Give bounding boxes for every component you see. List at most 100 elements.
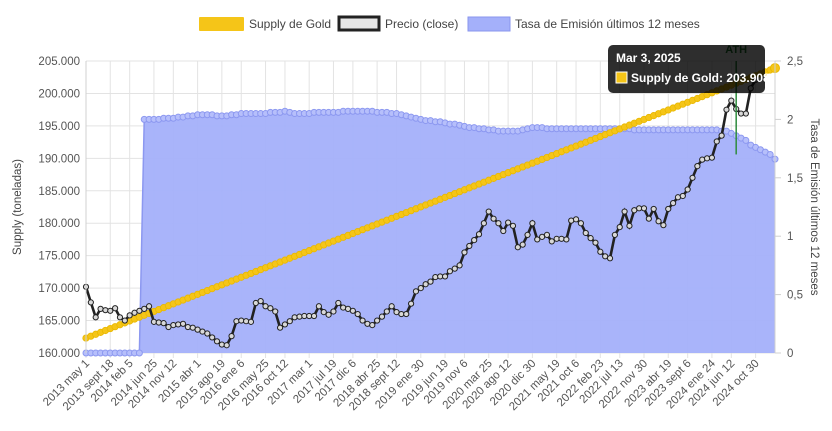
price-point bbox=[534, 236, 541, 243]
price-point bbox=[684, 186, 691, 193]
legend-label-emission-rate: Tasa de Emisión últimos 12 meses bbox=[515, 17, 700, 31]
price-point bbox=[335, 299, 342, 307]
price-point bbox=[243, 318, 250, 325]
price-point bbox=[427, 278, 434, 285]
price-point bbox=[170, 321, 177, 329]
price-point bbox=[475, 231, 483, 238]
price-point bbox=[548, 238, 555, 245]
legend-item-supply[interactable]: Supply de Gold bbox=[199, 17, 331, 31]
price-point bbox=[708, 154, 716, 161]
price-point bbox=[281, 321, 289, 328]
price-point bbox=[723, 106, 730, 113]
price-point bbox=[451, 265, 458, 272]
price-point bbox=[155, 319, 162, 326]
price-point bbox=[112, 305, 119, 312]
legend-swatch-emission-rate bbox=[467, 16, 511, 32]
price-point bbox=[92, 314, 99, 321]
price-point bbox=[582, 229, 589, 237]
price-point bbox=[378, 313, 386, 320]
price-point bbox=[247, 318, 255, 325]
y-right-tick-label: 2,5 bbox=[787, 56, 803, 68]
price-point bbox=[223, 342, 230, 349]
tooltip-box bbox=[608, 45, 765, 93]
price-point bbox=[179, 320, 187, 327]
price-point bbox=[611, 231, 618, 239]
price-point bbox=[597, 248, 604, 255]
price-point bbox=[107, 307, 114, 314]
price-point bbox=[713, 138, 720, 145]
price-point bbox=[228, 333, 235, 340]
price-point bbox=[296, 313, 303, 320]
legend-item-emission-rate[interactable]: Tasa de Emisión últimos 12 meses bbox=[467, 16, 700, 32]
price-point bbox=[213, 338, 221, 345]
y-right-tick-label: 0,5 bbox=[787, 290, 803, 302]
y-left-tick-label: 190.000 bbox=[38, 153, 80, 165]
price-point bbox=[116, 314, 124, 321]
price-point bbox=[616, 224, 623, 231]
y-right-tick-label: 0 bbox=[787, 348, 793, 360]
price-point bbox=[383, 308, 390, 315]
legend: Supply de Gold Precio (close) Tasa de Em… bbox=[199, 15, 700, 32]
price-point bbox=[490, 215, 497, 222]
price-point bbox=[441, 273, 449, 280]
y-left-tick-label: 205.000 bbox=[38, 56, 80, 68]
price-point bbox=[276, 324, 284, 331]
price-point bbox=[126, 312, 133, 319]
price-point bbox=[694, 163, 701, 170]
emission-point bbox=[742, 136, 750, 144]
emission-point bbox=[135, 349, 143, 357]
y-left-tick-label: 165.000 bbox=[38, 316, 80, 328]
price-point bbox=[471, 236, 478, 244]
price-point bbox=[369, 321, 376, 329]
price-point bbox=[650, 205, 657, 213]
y-right-tick-label: 1,5 bbox=[787, 173, 803, 185]
price-point bbox=[160, 320, 167, 327]
price-point bbox=[480, 220, 487, 227]
price-point bbox=[519, 241, 526, 248]
price-point bbox=[218, 341, 225, 348]
price-point bbox=[742, 110, 749, 117]
price-point bbox=[558, 235, 565, 242]
price-point bbox=[592, 239, 599, 246]
price-point bbox=[121, 317, 128, 324]
emission-area-series bbox=[82, 107, 779, 357]
price-point bbox=[315, 303, 323, 310]
price-point bbox=[141, 305, 148, 312]
legend-label-price: Precio (close) bbox=[385, 17, 458, 31]
price-point bbox=[524, 231, 531, 239]
price-point bbox=[703, 155, 711, 162]
price-point bbox=[354, 310, 361, 318]
price-point bbox=[175, 321, 182, 328]
tooltip: Mar 3, 2025 Supply de Gold: 203.908 bbox=[608, 45, 770, 93]
price-point bbox=[563, 236, 570, 243]
legend-swatch-supply bbox=[199, 17, 244, 31]
price-point bbox=[446, 268, 454, 275]
y-left-tick-label: 160.000 bbox=[38, 348, 80, 360]
price-point bbox=[485, 208, 492, 215]
price-point bbox=[374, 317, 381, 324]
y-left-axis-title: Supply (toneladas) bbox=[12, 159, 24, 255]
y-right-tick-label: 2 bbox=[787, 114, 793, 126]
legend-label-supply: Supply de Gold bbox=[249, 17, 331, 31]
price-point bbox=[514, 244, 521, 251]
price-point bbox=[495, 220, 502, 227]
price-point bbox=[689, 174, 696, 181]
legend-item-price[interactable]: Precio (close) bbox=[337, 15, 458, 32]
price-point bbox=[320, 309, 327, 316]
y-left-tick-label: 180.000 bbox=[38, 218, 80, 230]
price-point bbox=[209, 334, 216, 341]
price-point bbox=[359, 317, 366, 324]
price-point bbox=[587, 235, 594, 242]
price-point bbox=[310, 312, 318, 320]
price-point bbox=[145, 303, 153, 310]
price-point bbox=[388, 303, 395, 310]
tooltip-label: Supply de Gold: 203.908 bbox=[631, 71, 770, 85]
price-point bbox=[728, 97, 735, 104]
y-left-tick-label: 170.000 bbox=[38, 283, 80, 295]
price-point bbox=[456, 262, 463, 269]
price-point bbox=[272, 308, 279, 315]
price-point bbox=[640, 205, 648, 212]
price-point bbox=[291, 314, 298, 321]
